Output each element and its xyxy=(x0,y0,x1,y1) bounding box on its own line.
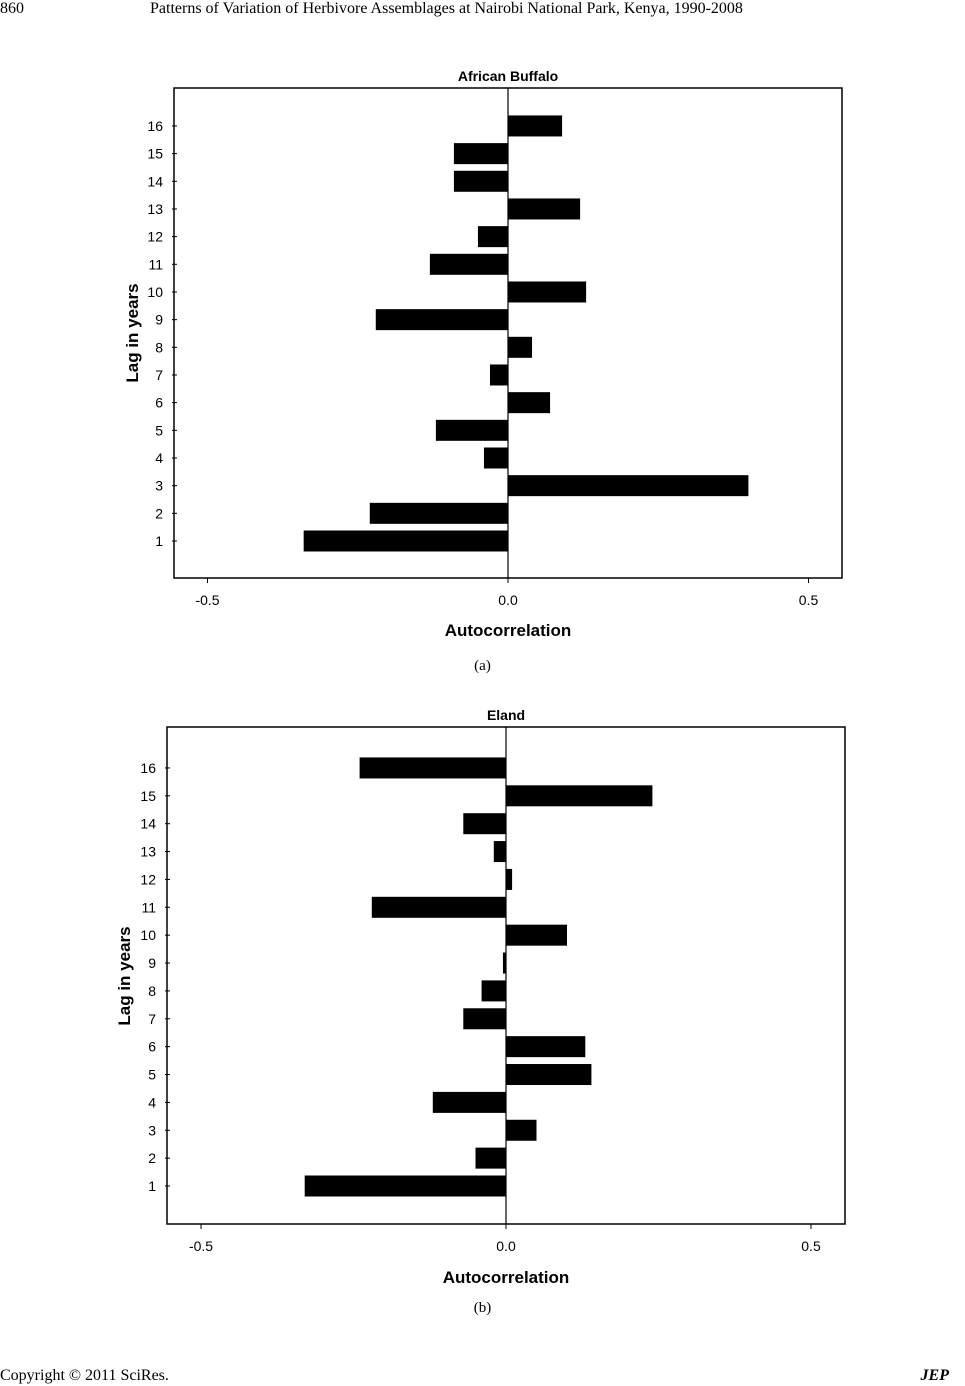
copyright-notice: Copyright © 2011 SciRes. xyxy=(0,1367,169,1384)
bar-lag-14 xyxy=(463,813,506,835)
bar-lag-5 xyxy=(506,1064,592,1086)
bar-lag-8 xyxy=(481,980,506,1002)
bar-lag-9 xyxy=(375,309,508,331)
x-tick-label: 0.0 xyxy=(498,592,518,608)
bar-lag-8 xyxy=(508,336,533,358)
y-tick-label-7: 7 xyxy=(148,1011,156,1027)
y-tick-label-1: 1 xyxy=(148,1178,156,1194)
bar-lag-16 xyxy=(508,115,563,137)
chart-title: Eland xyxy=(487,707,525,723)
y-tick-label-3: 3 xyxy=(155,478,163,494)
y-tick-label-14: 14 xyxy=(147,173,163,189)
bar-lag-9 xyxy=(502,952,506,974)
x-axis-label: Autocorrelation xyxy=(443,1268,570,1287)
y-tick-label-10: 10 xyxy=(140,927,156,943)
y-tick-label-10: 10 xyxy=(147,284,163,300)
chart-title: African Buffalo xyxy=(458,68,558,84)
bar-lag-13 xyxy=(493,841,506,863)
bar-lag-7 xyxy=(489,364,508,386)
bar-lag-10 xyxy=(508,281,587,303)
caption-b: (b) xyxy=(473,1300,492,1316)
y-tick-label-13: 13 xyxy=(147,201,163,217)
y-tick-label-6: 6 xyxy=(155,395,163,411)
chart-eland: Eland12345678910111213141516-1.0-0.50.00… xyxy=(115,707,846,1287)
bar-lag-11 xyxy=(371,896,506,918)
x-tick-label: 0.5 xyxy=(801,1238,821,1254)
y-tick-label-15: 15 xyxy=(140,788,156,804)
y-tick-label-11: 11 xyxy=(141,899,156,915)
x-tick-label: 0.5 xyxy=(799,592,819,608)
bar-lag-13 xyxy=(508,198,581,220)
bar-lag-7 xyxy=(463,1008,506,1030)
bar-lag-15 xyxy=(506,785,653,807)
y-tick-label-12: 12 xyxy=(140,871,156,887)
y-tick-label-4: 4 xyxy=(148,1094,156,1110)
bar-lag-4 xyxy=(432,1091,506,1113)
y-tick-label-16: 16 xyxy=(147,118,163,134)
bar-lag-11 xyxy=(429,253,508,275)
bar-lag-5 xyxy=(435,419,508,441)
x-tick-label: 0.0 xyxy=(496,1238,516,1254)
y-tick-label-9: 9 xyxy=(148,955,156,971)
bar-lag-6 xyxy=(508,392,551,414)
bar-lag-4 xyxy=(483,447,508,469)
x-axis-label: Autocorrelation xyxy=(445,621,572,640)
y-tick-label-2: 2 xyxy=(155,505,163,521)
bar-lag-1 xyxy=(303,530,508,552)
bar-lag-14 xyxy=(453,170,508,192)
y-tick-label-3: 3 xyxy=(148,1122,156,1138)
y-tick-label-13: 13 xyxy=(140,844,156,860)
bar-lag-16 xyxy=(359,757,506,779)
y-tick-label-5: 5 xyxy=(148,1067,156,1083)
y-tick-label-8: 8 xyxy=(155,339,163,355)
bar-lag-2 xyxy=(475,1147,506,1169)
y-tick-label-14: 14 xyxy=(140,816,156,832)
y-tick-label-7: 7 xyxy=(155,367,163,383)
y-axis-label: Lag in years xyxy=(115,926,134,1025)
x-tick-label: -0.5 xyxy=(195,592,219,608)
y-tick-label-6: 6 xyxy=(148,1039,156,1055)
y-tick-label-12: 12 xyxy=(147,229,163,245)
y-tick-label-4: 4 xyxy=(155,450,163,466)
y-tick-label-16: 16 xyxy=(140,760,156,776)
y-axis-label: Lag in years xyxy=(123,283,142,382)
bar-lag-3 xyxy=(506,1119,537,1141)
bar-lag-3 xyxy=(508,475,749,497)
bar-lag-6 xyxy=(506,1036,586,1058)
x-tick-label: -0.5 xyxy=(189,1238,213,1254)
running-title: Patterns of Variation of Herbivore Assem… xyxy=(150,0,743,17)
y-tick-label-8: 8 xyxy=(148,983,156,999)
y-tick-label-9: 9 xyxy=(155,312,163,328)
y-tick-label-1: 1 xyxy=(155,533,163,549)
chart-african-buffalo: African Buffalo12345678910111213141516-1… xyxy=(123,68,843,640)
y-tick-label-11: 11 xyxy=(148,256,163,272)
journal-abbreviation: JEP xyxy=(920,1367,949,1384)
bar-lag-12 xyxy=(477,226,508,248)
y-tick-label-2: 2 xyxy=(148,1150,156,1166)
bar-lag-1 xyxy=(304,1175,506,1197)
bar-lag-10 xyxy=(506,924,567,946)
bar-lag-15 xyxy=(453,143,508,165)
caption-a: (a) xyxy=(474,658,491,674)
bar-lag-12 xyxy=(506,868,513,890)
page-number: 860 xyxy=(0,0,24,17)
y-tick-label-15: 15 xyxy=(147,146,163,162)
y-tick-label-5: 5 xyxy=(155,422,163,438)
bar-lag-2 xyxy=(369,502,508,524)
